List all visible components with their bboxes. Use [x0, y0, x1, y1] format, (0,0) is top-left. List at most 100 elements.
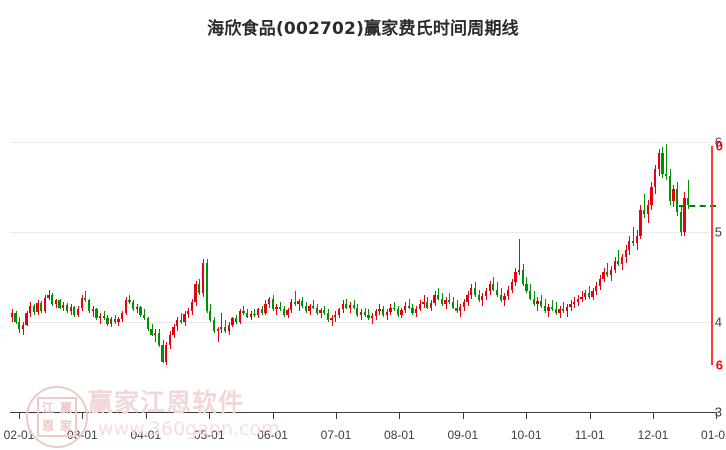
watermark-url: www.360gann.com	[98, 418, 280, 440]
candle-body	[51, 295, 54, 304]
candle-body	[499, 295, 502, 301]
y-axis-marker-0: 0	[715, 138, 723, 154]
candle-body	[473, 287, 477, 295]
candle-wick	[93, 305, 94, 317]
x-axis-label-08-01: 08-01	[384, 428, 415, 442]
x-axis-tick-11	[716, 412, 718, 419]
y-axis-marker-1: 6	[715, 357, 723, 373]
candle-body	[437, 295, 440, 299]
candle-body	[47, 295, 50, 298]
candle-body	[256, 309, 260, 315]
candle-body	[675, 188, 679, 213]
candle-body	[245, 313, 249, 317]
candle-body	[146, 318, 149, 330]
candle-body	[139, 306, 142, 315]
candle-body	[653, 169, 657, 187]
candle-body	[359, 312, 363, 315]
candle-wick	[457, 300, 458, 313]
candle-body	[381, 309, 385, 315]
candle-wick	[181, 313, 182, 324]
candle-wick	[49, 289, 50, 301]
candle-body	[183, 313, 186, 322]
candle-wick	[350, 302, 351, 313]
candle-body	[415, 308, 418, 313]
candle-body	[65, 304, 69, 312]
candle-wick	[295, 291, 296, 306]
candle-body	[525, 284, 528, 292]
candle-body	[109, 319, 113, 324]
candle-body	[282, 309, 285, 315]
x-axis-tick-9	[589, 412, 591, 419]
candle-body	[36, 303, 39, 313]
candle-body	[631, 241, 635, 243]
x-axis-label-09-01: 09-01	[447, 428, 479, 442]
candle-body	[558, 308, 561, 313]
candle-wick	[556, 302, 557, 315]
candle-wick	[563, 302, 564, 313]
candle-body	[635, 235, 638, 243]
candle-wick	[225, 320, 226, 333]
fibonacci-time-cycle-line[interactable]	[711, 145, 713, 366]
candle-body	[613, 260, 616, 270]
candle-body	[551, 306, 554, 310]
candle-wick	[424, 295, 425, 308]
candle-body	[10, 313, 13, 317]
candle-body	[606, 271, 609, 276]
candle-body	[403, 305, 407, 311]
candle-body	[411, 307, 414, 313]
candle-body	[187, 311, 190, 314]
candle-body	[481, 295, 484, 301]
candle-body	[32, 305, 36, 313]
seal-char-3: 家	[59, 419, 72, 433]
candle-body	[345, 304, 348, 308]
candle-wick	[85, 291, 86, 303]
candle-body	[569, 304, 572, 307]
candle-body	[363, 312, 366, 315]
candle-body	[389, 307, 392, 313]
candle-body	[135, 306, 138, 310]
candle-wick	[387, 309, 388, 321]
seal-char-2: 恩	[41, 419, 54, 433]
candle-wick	[534, 291, 535, 306]
candle-body	[98, 315, 102, 319]
candle-body	[444, 299, 447, 304]
candle-wick	[552, 300, 553, 312]
candle-wick	[254, 309, 255, 317]
candle-body	[18, 322, 21, 330]
candle-body	[591, 290, 594, 297]
x-axis-label-05-01: 05-01	[193, 428, 225, 442]
candle-body	[157, 332, 160, 346]
candle-body	[312, 305, 315, 308]
candle-body	[650, 187, 653, 205]
candle-body	[21, 324, 24, 330]
candle-wick	[501, 287, 502, 303]
candle-wick	[545, 298, 546, 313]
candle-body	[341, 304, 344, 310]
candle-body	[14, 313, 17, 322]
x-axis-tick-5	[336, 412, 337, 419]
candle-body	[179, 320, 183, 322]
candle-body	[205, 262, 208, 312]
candle-body	[25, 313, 28, 325]
candle-body	[249, 313, 252, 317]
seal-inner-border	[37, 397, 77, 437]
candle-body	[587, 293, 591, 297]
y-axis-label-6: 6	[714, 134, 722, 150]
candle-body	[565, 306, 568, 312]
current-price-line	[679, 205, 716, 207]
candle-body	[495, 289, 499, 295]
x-axis-label-06-01: 06-01	[257, 428, 288, 442]
axis-baseline	[10, 412, 716, 413]
candle-body	[433, 295, 436, 304]
candle-body	[212, 320, 216, 331]
candle-body	[297, 301, 300, 304]
candle-body	[315, 307, 319, 313]
seal-logo-icon: 江 赢 恩 家	[26, 386, 88, 448]
candle-body	[492, 284, 495, 290]
candle-body	[150, 329, 153, 335]
candle-body	[466, 295, 469, 303]
candle-wick	[409, 298, 410, 310]
candle-body	[201, 262, 205, 294]
candle-body	[279, 306, 282, 310]
